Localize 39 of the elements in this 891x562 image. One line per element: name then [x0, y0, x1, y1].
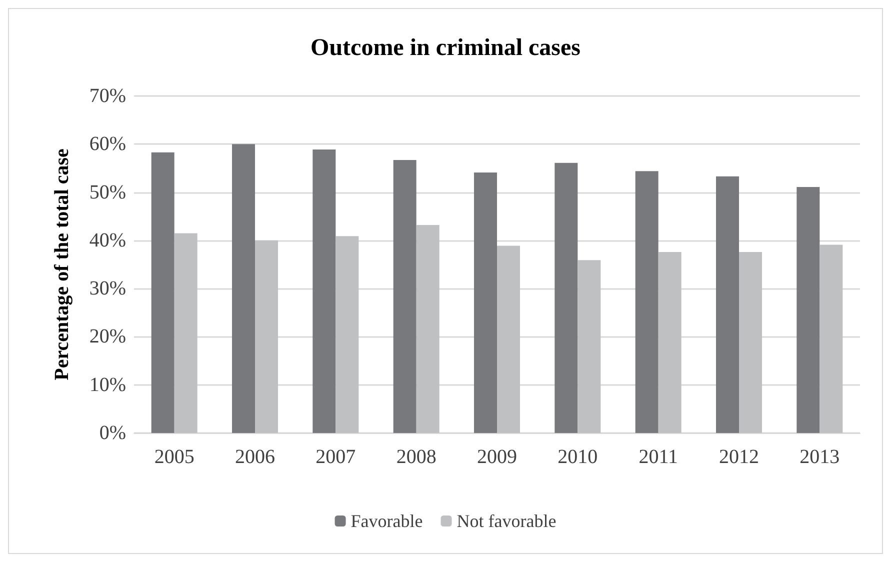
y-tick-label: 10%: [89, 374, 126, 396]
bar: [232, 144, 255, 433]
bar: [393, 160, 416, 433]
bar: [336, 236, 359, 433]
bar: [255, 240, 278, 433]
x-tick-label: 2010: [558, 446, 598, 468]
bar: [796, 186, 820, 433]
y-axis-title: Percentage of the total case: [51, 148, 73, 380]
bar: [578, 260, 601, 433]
legend-label: Not favorable: [456, 511, 556, 531]
bar: [151, 152, 174, 433]
legend-label: Favorable: [350, 511, 423, 531]
bar: [635, 171, 658, 433]
y-tick-label: 0%: [99, 422, 126, 444]
x-tick-label: 2007: [316, 446, 356, 468]
bar: [554, 162, 578, 433]
y-tick-label: 60%: [89, 133, 126, 156]
x-tick-label: 2005: [154, 446, 194, 468]
bar: [416, 225, 440, 433]
x-tick-label: 2008: [396, 446, 436, 468]
bar: [497, 246, 520, 433]
y-tick-label: 50%: [89, 181, 126, 204]
y-tick-label: 30%: [89, 278, 126, 300]
bar: [658, 252, 682, 433]
y-tick-label: 40%: [89, 229, 126, 252]
x-tick-label: 2011: [638, 446, 678, 468]
bar: [174, 233, 198, 433]
x-tick-label: 2009: [477, 446, 517, 468]
x-tick-label: 2012: [719, 446, 759, 468]
x-tick-label: 2013: [800, 446, 840, 468]
bar: [716, 176, 739, 433]
x-tick-label: 2006: [235, 446, 275, 468]
y-tick-label: 20%: [89, 326, 126, 348]
bar: [820, 244, 843, 433]
bar: [312, 149, 336, 433]
y-tick-label: 70%: [89, 85, 126, 107]
chart-title: Outcome in criminal cases: [310, 35, 580, 61]
bar: [474, 172, 497, 433]
bar: [739, 252, 762, 433]
